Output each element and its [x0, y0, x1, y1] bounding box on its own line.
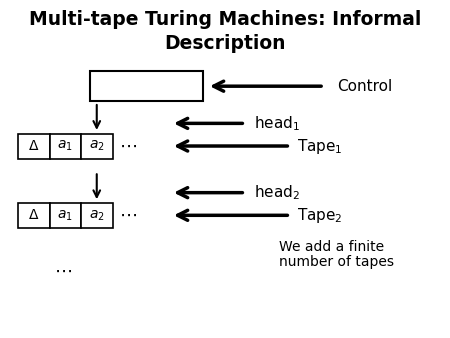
Text: number of tapes: number of tapes: [279, 255, 394, 269]
Text: $\Delta$: $\Delta$: [28, 139, 40, 153]
Text: Tape$_1$: Tape$_1$: [297, 137, 342, 155]
Text: $a_2$: $a_2$: [89, 139, 104, 153]
FancyBboxPatch shape: [81, 203, 112, 228]
Text: head$_2$: head$_2$: [254, 183, 300, 202]
Text: $\cdots$: $\cdots$: [54, 261, 72, 280]
Text: $\cdots$: $\cdots$: [119, 206, 137, 224]
Text: $\Delta$: $\Delta$: [28, 209, 40, 222]
FancyBboxPatch shape: [18, 203, 50, 228]
Text: $a_1$: $a_1$: [57, 208, 73, 223]
Text: We add a finite: We add a finite: [279, 240, 384, 254]
Text: $a_2$: $a_2$: [89, 208, 104, 223]
Text: $\cdots$: $\cdots$: [119, 137, 137, 155]
FancyBboxPatch shape: [90, 71, 202, 101]
FancyBboxPatch shape: [18, 134, 50, 159]
Text: Multi-tape Turing Machines: Informal
Description: Multi-tape Turing Machines: Informal Des…: [29, 10, 421, 53]
Text: Tape$_2$: Tape$_2$: [297, 206, 342, 225]
Text: head$_1$: head$_1$: [254, 114, 300, 133]
FancyBboxPatch shape: [81, 134, 112, 159]
FancyBboxPatch shape: [50, 203, 81, 228]
Text: $a_1$: $a_1$: [57, 139, 73, 153]
Text: Control: Control: [338, 79, 393, 94]
FancyBboxPatch shape: [50, 134, 81, 159]
